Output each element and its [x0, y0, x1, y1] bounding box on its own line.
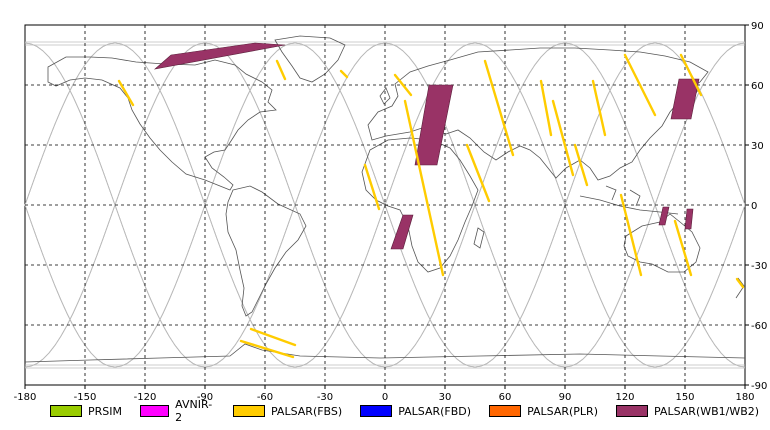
- y-tick-label: -60: [751, 321, 767, 332]
- x-tick-label: -180: [14, 392, 37, 403]
- legend-label: AVNIR-2: [175, 398, 213, 424]
- x-tick-label: 150: [675, 392, 694, 403]
- fbs-track: [249, 327, 297, 347]
- legend-item: PALSAR(PLR): [489, 405, 598, 418]
- legend-swatch: [489, 405, 522, 417]
- legend-item: PALSAR(WB1/WB2): [616, 405, 759, 418]
- legend-label: PRSIM: [88, 404, 122, 418]
- wb-swath: [658, 206, 670, 226]
- madagascar-coast: [473, 227, 485, 249]
- y-tick-label: 30: [751, 141, 764, 152]
- legend: PRSIM AVNIR-2 PALSAR(FBS) PALSAR(FBD) PALSAR…: [50, 398, 770, 424]
- fbs-track: [591, 79, 607, 137]
- fbs-track: [573, 143, 589, 187]
- legend-item: PALSAR(FBD): [360, 405, 471, 418]
- legend-item: PRSIM: [50, 405, 122, 418]
- fbs-track: [623, 53, 657, 117]
- fbs-track: [339, 69, 349, 79]
- x-tick-label: -60: [257, 392, 273, 403]
- wb-swath: [684, 208, 694, 230]
- fbs-track: [465, 143, 491, 203]
- fbs-track: [403, 99, 445, 277]
- legend-label: PALSAR(WB1/WB2): [654, 404, 760, 418]
- y-tick-label: 60: [751, 81, 764, 92]
- fbs-track: [393, 73, 413, 97]
- x-tick-label: 30: [439, 392, 452, 403]
- legend-item: AVNIR-2: [140, 398, 215, 424]
- x-tick-label: 0: [382, 392, 388, 403]
- fbs-track: [117, 79, 135, 107]
- south-america-coast: [225, 185, 307, 317]
- legend-label: PALSAR(PLR): [527, 404, 598, 418]
- graticule: [25, 25, 745, 385]
- fbs-track: [275, 59, 287, 81]
- legend-swatch: [140, 405, 170, 417]
- legend-label: PALSAR(FBD): [398, 404, 472, 418]
- palsar-fbs-tracks: [117, 53, 745, 359]
- fbs-track: [551, 99, 575, 177]
- x-tick-label: 60: [499, 392, 512, 403]
- legend-swatch: [50, 405, 82, 417]
- x-tick-label: 120: [615, 392, 634, 403]
- eurasia-coast: [367, 47, 709, 181]
- y-tick-label: 0: [751, 201, 757, 212]
- wb-swath: [153, 42, 286, 70]
- legend-label: PALSAR(FBS): [271, 404, 343, 418]
- x-tick-label: 90: [559, 392, 572, 403]
- wb-swath: [390, 214, 414, 250]
- y-tick-label: -30: [751, 261, 767, 272]
- x-tick-label: -120: [134, 392, 157, 403]
- legend-swatch: [616, 405, 648, 417]
- x-tick-label: -30: [317, 392, 333, 403]
- fbs-track: [239, 339, 295, 359]
- legend-item: PALSAR(FBS): [233, 405, 342, 418]
- british-isles-coast: [379, 87, 391, 105]
- x-tick-label: -150: [74, 392, 97, 403]
- fbs-track: [539, 79, 553, 137]
- fbs-track: [483, 59, 515, 157]
- new-zealand-coast: [735, 277, 745, 299]
- latitude-ticks: 90 60 30 0 -30 -60 -90: [745, 21, 767, 392]
- x-tick-label: 180: [735, 392, 754, 403]
- legend-swatch: [233, 405, 265, 417]
- fbs-track: [363, 163, 381, 211]
- y-tick-label: -90: [751, 381, 767, 392]
- y-tick-label: 90: [751, 21, 764, 32]
- x-tick-label: -90: [197, 392, 213, 403]
- fbs-track: [679, 53, 703, 97]
- palsar-wb-swaths: [153, 42, 700, 250]
- africa-coast: [361, 137, 479, 273]
- fbs-track: [673, 219, 693, 277]
- wb-swath: [414, 84, 454, 166]
- longitude-ticks: -180 -150 -120 -90 -60 -30 0 30 60 90 120 150 180: [14, 385, 755, 403]
- fbs-track: [619, 193, 643, 277]
- fbs-track: [735, 277, 745, 289]
- legend-swatch: [360, 405, 393, 417]
